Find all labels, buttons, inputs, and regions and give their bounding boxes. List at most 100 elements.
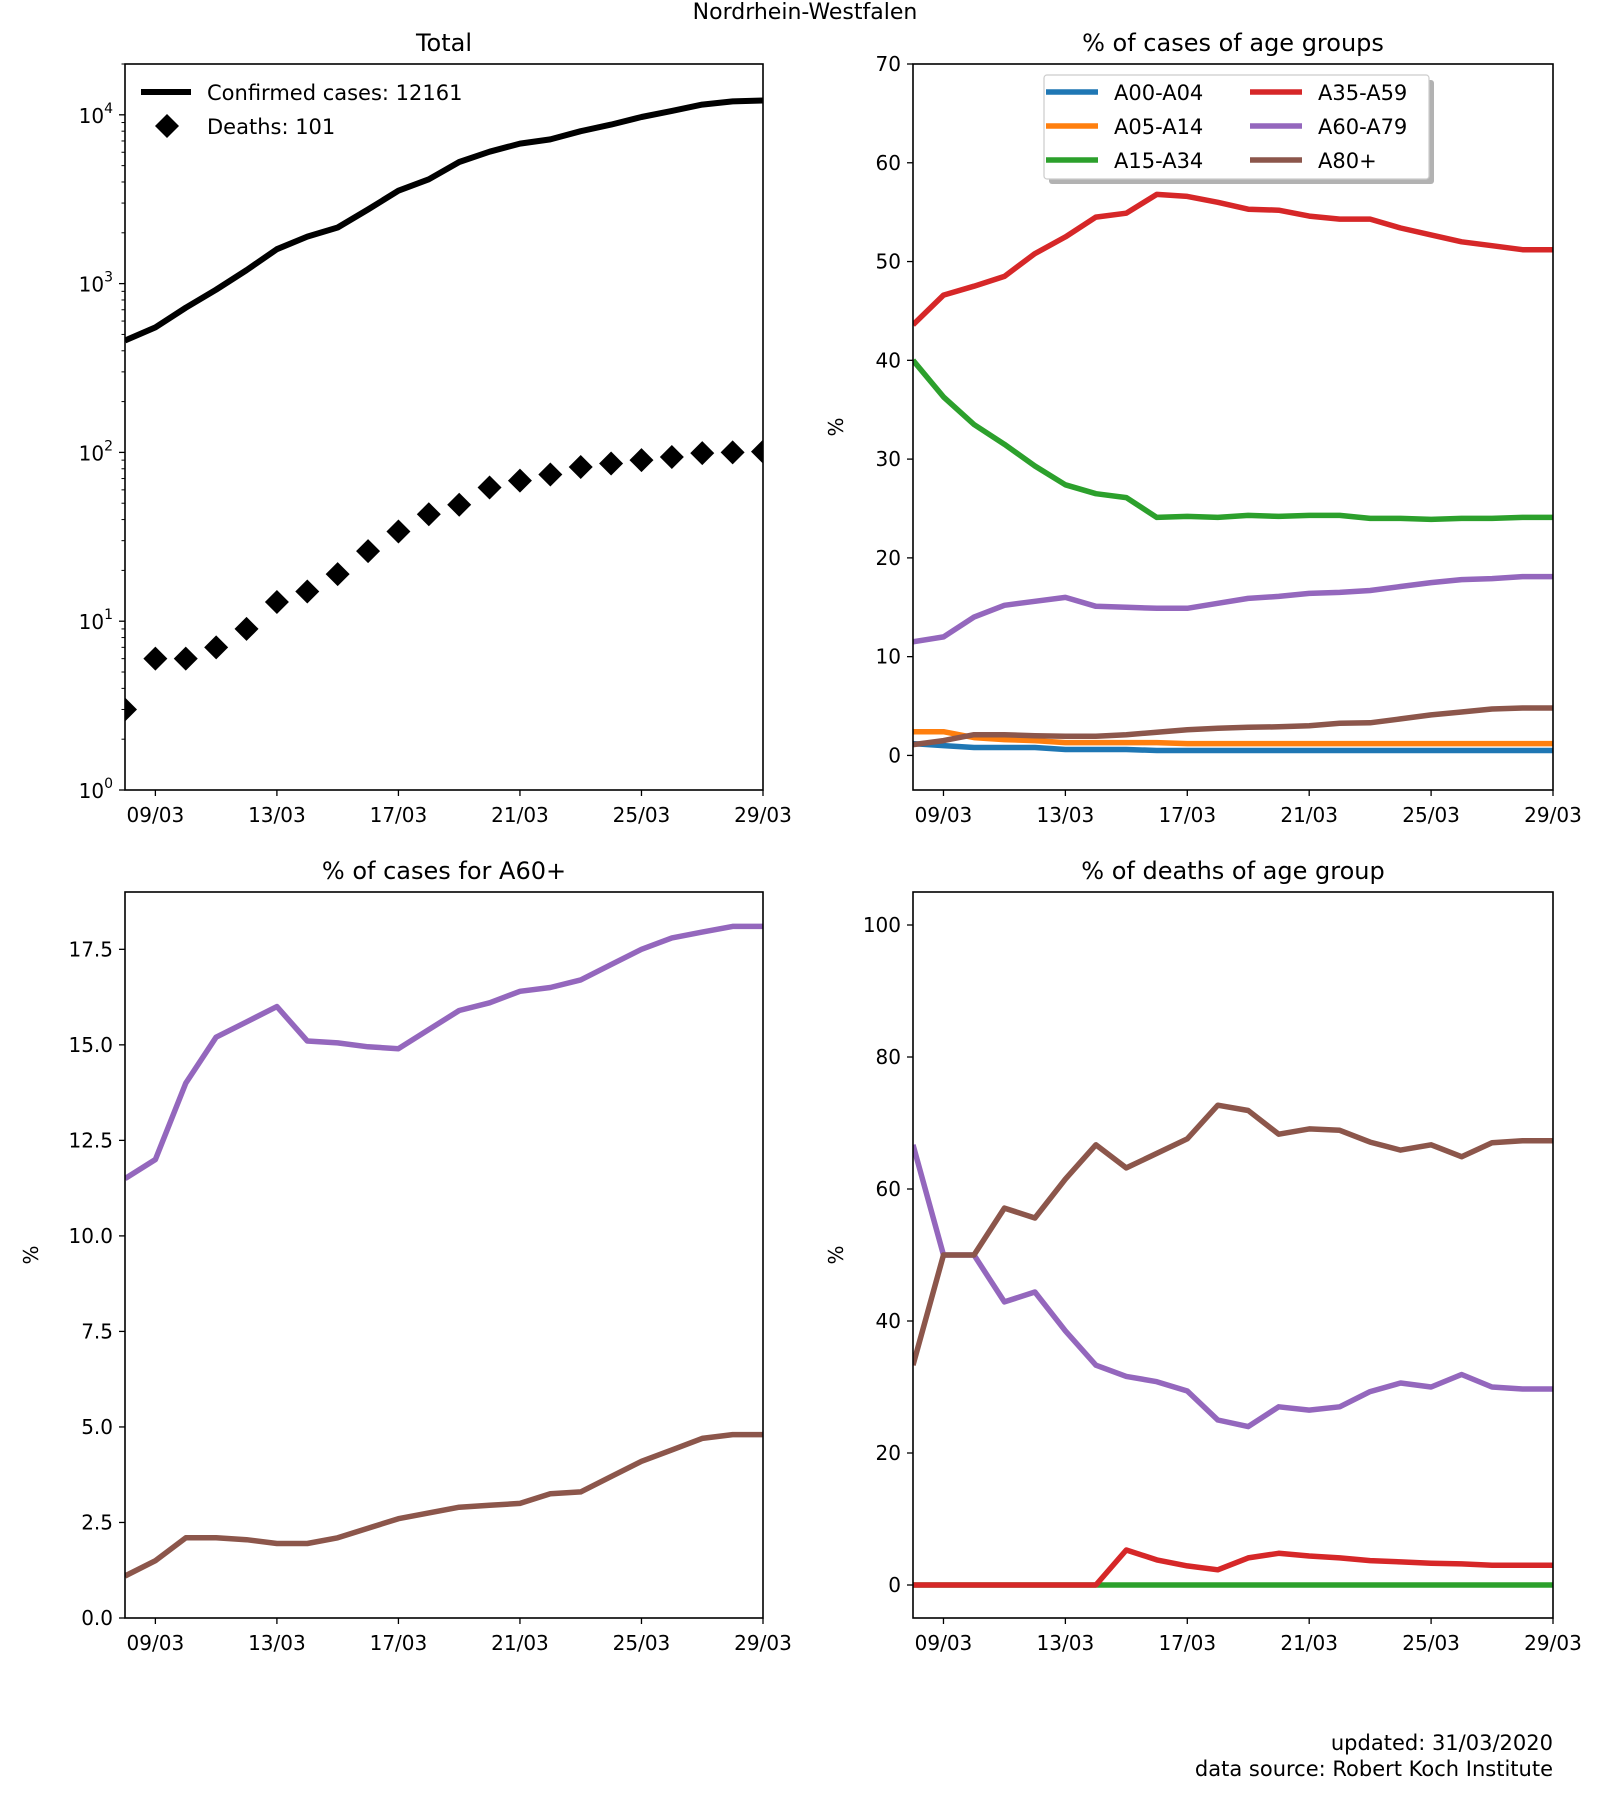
axes-frame: [124, 891, 764, 1619]
source-label: data source: Robert Koch Institute: [1195, 1757, 1553, 1781]
y-tick-label: 17.5: [68, 937, 113, 961]
legend-swatch-deaths: [155, 114, 179, 138]
legend: A00-A04 A05-A14 A15-A34 A35-A59 A60-A79 A80+: [1043, 74, 1434, 184]
y-tick-label: 30: [876, 447, 901, 471]
series-line-a60-a79: [125, 923, 763, 1181]
series-group: [913, 191, 1553, 754]
y-axis-label: %: [824, 1245, 848, 1264]
legend-label: A05-A14: [1114, 115, 1203, 139]
x-tick-label: 29/03: [734, 803, 792, 827]
y-tick-label: 100: [79, 776, 113, 803]
x-tick-label: 17/03: [1158, 803, 1216, 827]
axes-frame: [124, 63, 764, 791]
x-tick-label: 13/03: [1037, 1631, 1095, 1655]
deaths-point: [659, 444, 684, 469]
legend-label: A60-A79: [1318, 115, 1407, 139]
y-tick-label: 12.5: [68, 1128, 113, 1152]
x-tick-label: 13/03: [248, 803, 306, 827]
chart-title: % of deaths of age group: [1081, 857, 1384, 885]
deaths-point: [507, 468, 532, 493]
x-tick-label: 09/03: [127, 1631, 185, 1655]
y-tick-label: 10: [876, 645, 901, 669]
y-tick-label: 40: [876, 348, 901, 372]
y-tick-label: 7.5: [81, 1319, 113, 1343]
deaths-point: [173, 646, 198, 671]
y-tick-base: 10: [79, 610, 104, 634]
deaths-point: [386, 519, 411, 544]
y-tick-label: 102: [79, 438, 113, 465]
x-tick-label: 21/03: [491, 1631, 549, 1655]
deaths-point: [234, 616, 259, 641]
y-axis-label: %: [19, 1245, 43, 1264]
x-tick-label: 21/03: [1280, 1631, 1338, 1655]
x-tick-label: 21/03: [491, 803, 549, 827]
legend-label: A35-A59: [1318, 81, 1407, 105]
deaths-point: [477, 475, 502, 500]
deaths-point: [416, 502, 441, 527]
deaths-point: [690, 441, 715, 466]
x-tick-label: 29/03: [734, 1631, 792, 1655]
series-group: [913, 1102, 1553, 1588]
y-tick-label: 103: [79, 270, 113, 297]
x-tick-label: 17/03: [370, 803, 428, 827]
series-line-confirmed: [125, 97, 763, 344]
y-tick-label: 0: [888, 1573, 901, 1597]
chart-age_deaths: % of deaths of age group% 09/03 13/03 17/03…: [824, 857, 1582, 1655]
y-tick-label: 60: [876, 1177, 901, 1201]
deaths-point: [264, 589, 289, 614]
y-tick-label: 0: [888, 743, 901, 767]
series-line-a80plus: [913, 705, 1553, 748]
chart-title: % of cases for A60+: [322, 857, 566, 885]
legend: Confirmed cases: 12161 Deaths: 101: [141, 81, 462, 139]
y-tick-exp: 2: [104, 438, 113, 454]
y-tick-label: 15.0: [68, 1033, 113, 1057]
x-tick-label: 09/03: [127, 803, 185, 827]
series-line-a60-a79: [913, 1144, 1553, 1430]
deaths-point: [356, 539, 381, 564]
x-tick-label: 25/03: [613, 803, 671, 827]
x-tick-label: 25/03: [1402, 803, 1460, 827]
deaths-point: [751, 439, 763, 464]
chart-title: % of cases of age groups: [1082, 29, 1384, 57]
y-tick-label: 100: [863, 913, 901, 937]
deaths-point: [447, 492, 472, 517]
y-tick-base: 10: [79, 273, 104, 297]
series-line-a35-a59: [913, 191, 1553, 327]
deaths-point: [204, 635, 229, 660]
x-tick-label: 09/03: [915, 1631, 973, 1655]
x-tick-label: 09/03: [915, 803, 973, 827]
x-tick-label: 21/03: [1280, 803, 1338, 827]
series-line-a60-a79: [913, 573, 1553, 645]
deaths-point: [325, 562, 350, 587]
series-group: [125, 923, 763, 1579]
deaths-point: [629, 448, 654, 473]
legend-label-confirmed: Confirmed cases: 12161: [207, 81, 462, 105]
y-tick-label: 101: [79, 607, 113, 634]
x-tick-label: 13/03: [248, 1631, 306, 1655]
series-line-a80plus: [125, 1431, 763, 1579]
y-axis-label: %: [824, 417, 848, 436]
deaths-point: [143, 646, 168, 671]
y-tick-label: 20: [876, 546, 901, 570]
y-tick-base: 10: [79, 779, 104, 803]
legend-label: A80+: [1318, 149, 1377, 173]
series-line-a80plus: [913, 1102, 1553, 1366]
y-tick-exp: 3: [104, 270, 113, 286]
y-tick-label: 70: [876, 52, 901, 76]
chart-title: Total: [415, 29, 472, 57]
y-tick-base: 10: [79, 104, 104, 128]
axes-frame: [912, 891, 1554, 1619]
x-tick-label: 29/03: [1524, 1631, 1582, 1655]
series-line-a05-a14: [913, 728, 1553, 747]
chart-age_cases: % of cases of age groups% 09/03 13/03 17/03…: [824, 29, 1582, 827]
y-tick-exp: 1: [104, 607, 113, 623]
axes-frame: [912, 63, 1554, 791]
legend-box: [1043, 74, 1430, 180]
x-tick-label: 25/03: [1402, 1631, 1460, 1655]
deaths-point: [125, 697, 137, 722]
y-tick-exp: 4: [104, 101, 113, 117]
updated-label: updated: 31/03/2020: [1331, 1731, 1553, 1755]
y-tick-label: 60: [876, 151, 901, 175]
